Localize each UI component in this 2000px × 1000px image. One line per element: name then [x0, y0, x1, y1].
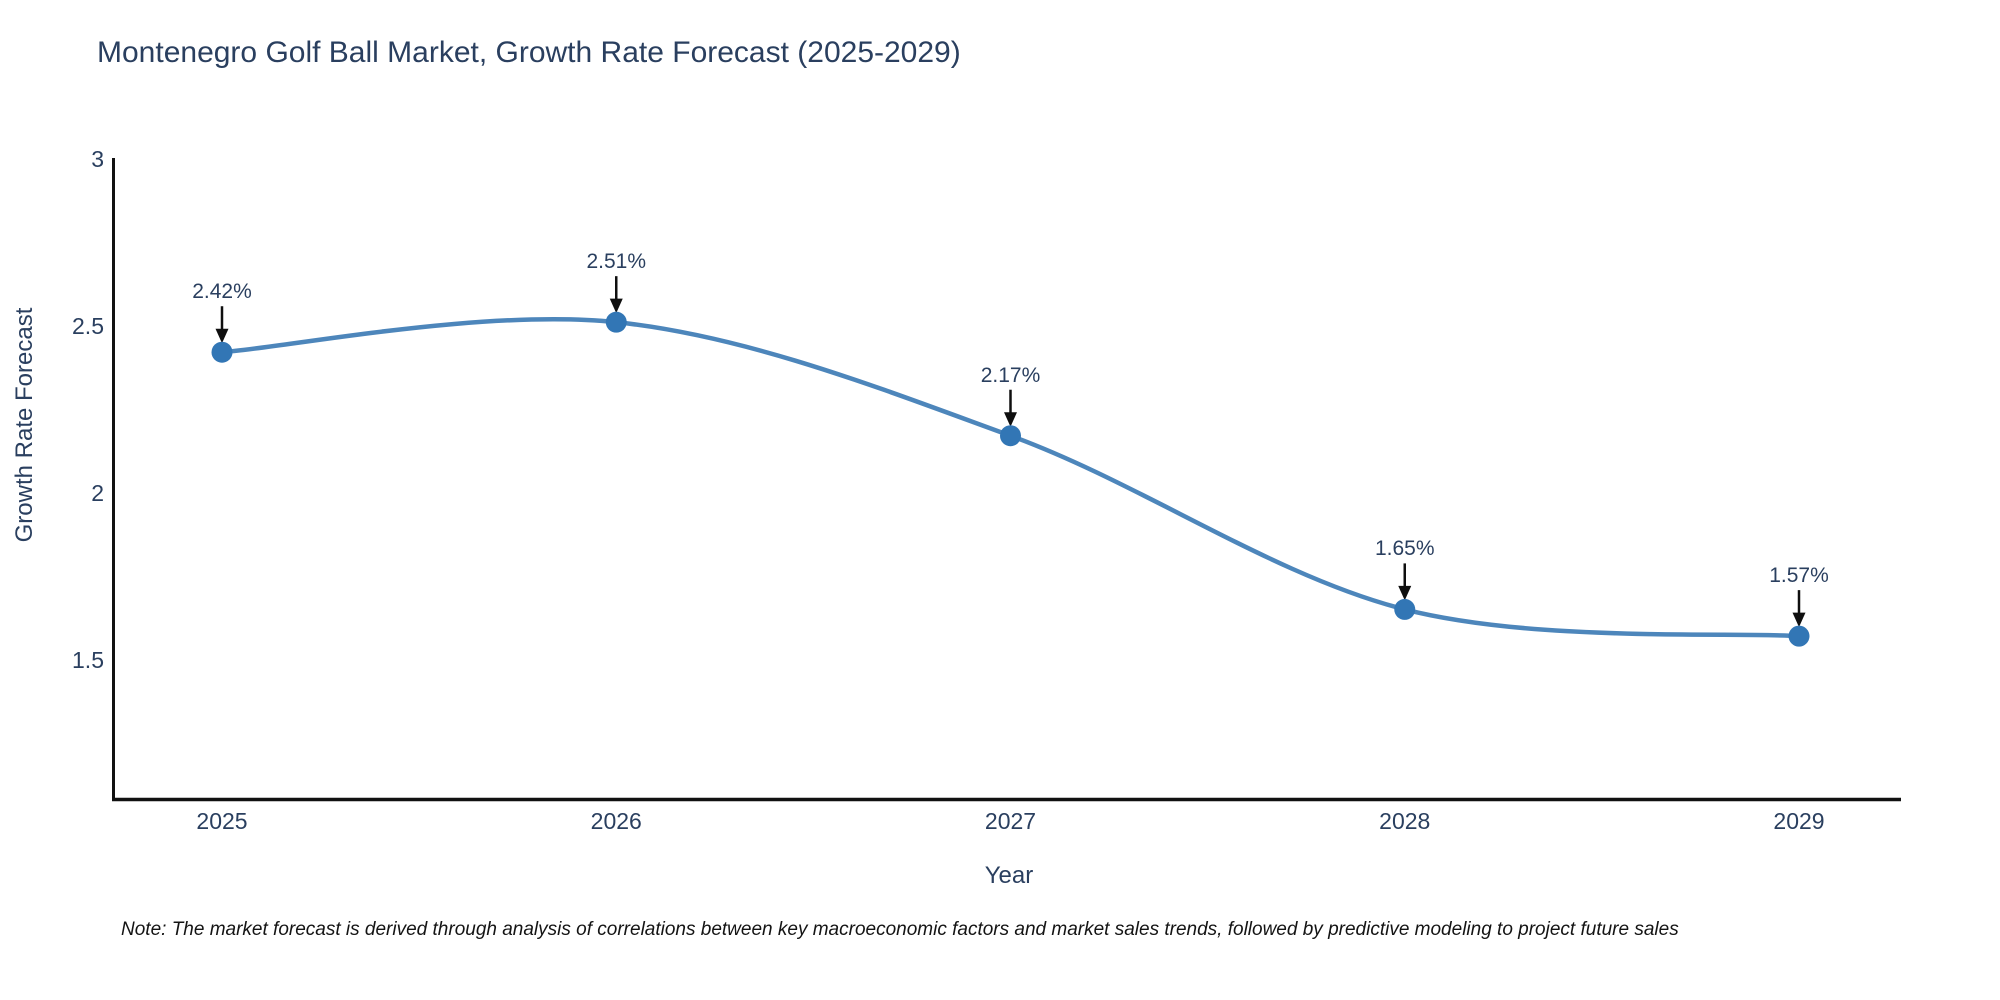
annotation-arrowhead [1398, 585, 1412, 601]
annotation-arrowhead [215, 328, 229, 344]
x-tick-label: 2027 [984, 808, 1037, 834]
data-point-marker[interactable] [1788, 625, 1810, 647]
x-tick-label: 2028 [1379, 808, 1431, 834]
annotation-arrowhead [609, 298, 623, 314]
data-point-marker[interactable] [211, 341, 233, 363]
data-point-label: 2.51% [586, 250, 647, 274]
data-point-label: 2.17% [980, 363, 1041, 387]
chart-footnote: Note: The market forecast is derived thr… [121, 919, 1679, 940]
data-point-label: 1.65% [1374, 537, 1435, 561]
data-point-marker[interactable] [605, 311, 627, 333]
x-tick-label: 2026 [590, 808, 642, 834]
y-tick-label: 2 [91, 479, 104, 506]
annotation-arrowhead [1004, 412, 1017, 427]
data-point-marker[interactable] [1394, 598, 1416, 620]
data-point-marker[interactable] [1000, 425, 1021, 447]
data-point-label: 2.42% [192, 280, 252, 304]
x-axis-title: Year [984, 862, 1034, 889]
annotation-arrowhead [1792, 612, 1806, 628]
x-tick-label: 2025 [196, 808, 248, 834]
y-tick-label: 1.5 [72, 646, 104, 673]
x-tick-label: 2029 [1773, 808, 1825, 834]
y-axis-title: Growth Rate Forecast [11, 307, 38, 543]
y-tick-label: 3 [91, 145, 104, 172]
data-point-label: 1.57% [1769, 564, 1829, 588]
chart-title: Montenegro Golf Ball Market, Growth Rate… [97, 36, 961, 69]
y-tick-label: 2.5 [72, 312, 104, 339]
